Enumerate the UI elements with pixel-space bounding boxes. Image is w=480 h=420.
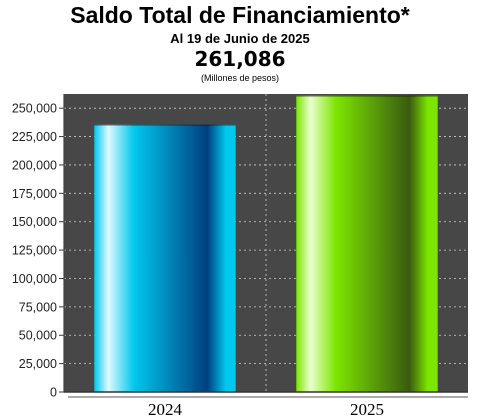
plot-area: 0 25,000 50,000 75,000 100,000 125,000 150,000… [12,94,468,419]
y-tick-label: 150,000 [12,215,57,229]
y-tick-label: 225,000 [12,130,57,144]
y-tick-label: 50,000 [19,329,57,343]
chart-subtitle: Al 19 de Junio de 2025 [170,31,310,46]
y-tick-label: 175,000 [12,187,57,201]
y-tick-label: 25,000 [19,357,57,371]
y-tick-label: 100,000 [12,272,57,286]
y-tick-label: 75,000 [19,300,57,314]
chart-title: Saldo Total de Financiamiento* [70,2,410,28]
y-tick-label: 0 [50,386,57,400]
y-tick-label: 250,000 [12,102,57,116]
x-tick-label: 2025 [350,400,384,419]
x-tick-label: 2024 [148,400,183,419]
unit-label: (Millones de pesos) [200,73,280,83]
y-tick-label: 125,000 [12,244,57,258]
total-value: 261,086 [194,47,286,71]
bar-2025 [296,95,438,392]
y-tick-label: 200,000 [12,158,57,172]
bar-2024 [94,124,236,392]
